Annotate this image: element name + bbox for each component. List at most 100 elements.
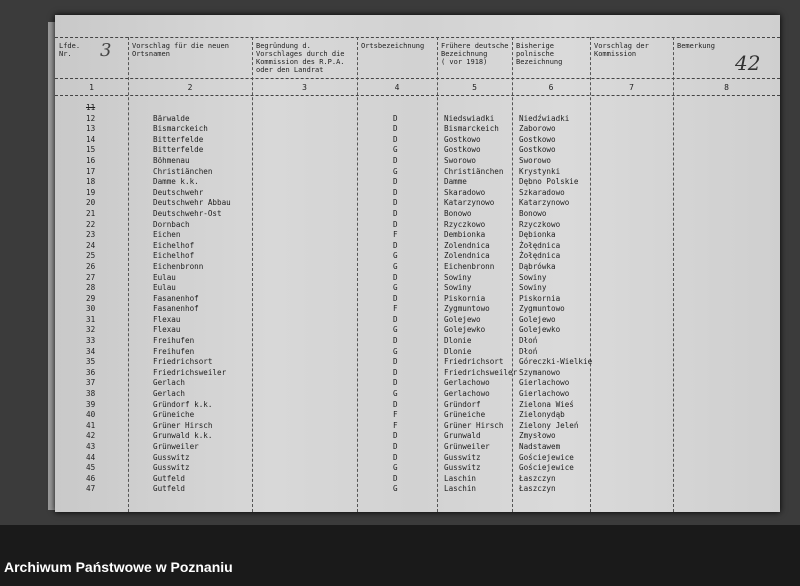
former-german-name: Laschin	[444, 484, 477, 494]
column-divider	[437, 37, 438, 512]
new-name: Freihufen	[153, 346, 195, 356]
new-name: Bitterfelde	[153, 145, 204, 155]
former-german-name: Gerlachowo	[444, 389, 490, 399]
column-divider	[590, 37, 591, 512]
new-name: Gusswitz	[153, 463, 190, 473]
row-number: 22	[86, 219, 96, 229]
polish-name: Golejewko	[519, 325, 561, 335]
column-number: 3	[302, 83, 307, 92]
row-number: 30	[86, 304, 96, 314]
archive-caption: Archiwum Państwowe w Poznaniu	[4, 559, 233, 575]
place-type: D	[393, 177, 398, 187]
row-number: 18	[86, 177, 96, 187]
former-german-name: Golejewo	[444, 314, 481, 324]
former-german-name: Gerlachowo	[444, 378, 490, 388]
place-type: G	[393, 166, 398, 176]
former-german-name: Niedswiadki	[444, 113, 495, 123]
new-name: Grüneiche	[153, 410, 195, 420]
place-type: D	[393, 473, 398, 483]
row-number: 45	[86, 463, 96, 473]
new-name: Eulau	[153, 283, 176, 293]
document-page: 3 42 Lfde. Nr. 1 Vorschlag für die neuen O…	[55, 15, 780, 512]
table-row: 12 Bärwalde D Niedswiadki Niedźwiadki	[55, 114, 780, 125]
polish-name: Sworowo	[519, 155, 552, 165]
place-type: D	[393, 431, 398, 441]
new-name: Bismarckeich	[153, 124, 208, 134]
row-number: 17	[86, 166, 96, 176]
place-type: D	[393, 208, 398, 218]
table-row: 23 Eichen F Dembionka Dębionka	[55, 230, 780, 241]
polish-name: Zmysłowo	[519, 431, 556, 441]
new-name: Gutfeld	[153, 484, 186, 494]
polish-name: Dłoń	[519, 346, 538, 356]
place-type: G	[393, 325, 398, 335]
place-type: D	[393, 155, 398, 165]
former-german-name: Golejewko	[444, 325, 486, 335]
former-german-name: Grünweiler	[444, 442, 490, 451]
new-name: Eichenbronn	[153, 261, 204, 271]
table-row: 35 Friedrichsort D Friedrichsort Góreczk…	[55, 357, 780, 368]
former-german-name: Skaradowo	[444, 187, 486, 197]
rule	[55, 78, 780, 79]
table-row: 24 Eichelhof D Zolendnica Żołędnica	[55, 241, 780, 252]
new-name: Eichen	[153, 230, 181, 240]
table-row: 33 Freihufen D Dlonie Dłoń	[55, 336, 780, 347]
table-row: 41 Grüner Hirsch F Grüner Hirsch Zielony…	[55, 421, 780, 432]
former-german-name: Christiänchen	[444, 166, 504, 176]
row-number: 28	[86, 283, 96, 293]
column-number: 6	[548, 83, 554, 92]
column-divider	[357, 37, 358, 512]
former-german-name: Gusswitz	[444, 452, 481, 462]
table-row: 18 Damme k.k. D Damme Dębno Polskie	[55, 177, 780, 188]
place-type: G	[393, 484, 398, 494]
polish-name: Dębionka	[519, 230, 556, 240]
new-name: Damme k.k.	[153, 177, 199, 187]
row-number: 31	[86, 314, 96, 324]
column-divider	[128, 37, 129, 512]
former-german-name: Katarzynowo	[444, 198, 495, 208]
row-number: 20	[86, 198, 96, 208]
row-number: 16	[86, 155, 96, 165]
row-number: 19	[86, 187, 96, 197]
row-number: 46	[86, 473, 96, 483]
polish-name: Gostkowo	[519, 145, 556, 155]
row-number: 41	[86, 420, 96, 430]
new-name: Eichelhof	[153, 251, 195, 261]
table-row: 36 Friedrichsweiler D Friedrichsweiler S…	[55, 368, 780, 379]
table-row: 42 Grunwald k.k. D Grunwald Zmysłowo	[55, 431, 780, 442]
polish-name: Bonowo	[519, 208, 547, 218]
polish-name: Zaborowo	[519, 124, 556, 134]
place-type: D	[393, 357, 398, 367]
sheet-number: 42	[735, 51, 761, 75]
column-header: Bisherige polnische Bezeichnung	[516, 42, 563, 66]
new-name: Friedrichsort	[153, 357, 213, 367]
table-row: 28 Eulau G Sowiny Sowiny	[55, 283, 780, 294]
new-name: Böhmenau	[153, 155, 190, 165]
new-name: Grüner Hirsch	[153, 420, 213, 430]
row-number: 21	[86, 208, 96, 218]
place-type: D	[393, 187, 398, 197]
row-number: 38	[86, 389, 96, 399]
place-type: G	[393, 389, 398, 399]
former-german-name: Dembionka	[444, 230, 486, 240]
column-number: 8	[724, 83, 729, 92]
new-name: Christiänchen	[153, 166, 213, 176]
former-german-name: Sowiny	[444, 272, 472, 282]
place-type: G	[393, 346, 398, 356]
former-german-name: Piskornia	[444, 293, 486, 303]
former-german-name: Bismarckeich	[444, 124, 499, 134]
row-number: 36	[86, 367, 96, 377]
row-number: 32	[86, 325, 96, 335]
column-divider	[252, 37, 253, 512]
column-header: Bemerkung	[677, 42, 715, 50]
row-number: 44	[86, 452, 96, 462]
table-row: 19 Deutschwehr D Skaradowo Szkaradowo	[55, 188, 780, 199]
polish-name: Krystynki	[519, 166, 561, 176]
place-type: D	[393, 198, 398, 208]
row-number: 24	[86, 240, 96, 250]
place-type: D	[393, 336, 398, 346]
table-row: 38 Gerlach G Gerlachowo Gierlachowo	[55, 389, 780, 400]
table-row: 34 Freihufen G Dlonie Dłoń	[55, 347, 780, 358]
former-german-name: Grüner Hirsch	[444, 420, 504, 430]
polish-name: Gościejewice	[519, 463, 574, 473]
